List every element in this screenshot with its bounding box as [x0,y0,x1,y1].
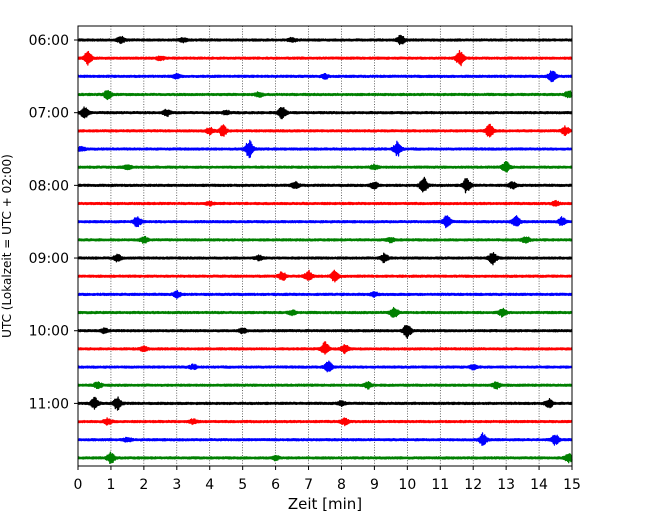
trace-1045 [77,380,573,390]
trace-0830 [77,215,573,229]
trace-1000 [77,325,573,340]
trace-0630 [77,70,573,83]
trace-0800 [77,176,573,194]
y-axis-label: UTC (Lokalzeit = UTC + 02:00) [0,154,14,338]
x-tick-label: 3 [172,477,181,493]
trace-0815 [77,199,573,207]
trace-0600 [77,34,573,46]
trace-0730 [77,139,573,159]
x-gridlines [110,26,540,466]
trace-0930 [77,289,573,299]
y-tick-label: 09:00 [29,251,69,267]
x-tick-label: 4 [205,477,214,493]
trace-1145 [77,451,573,465]
y-axis-ticks: 06:00 07:00 08:00 09:00 10:00 11:00 [29,33,78,412]
trace-1130 [77,432,573,446]
x-tick-label: 8 [337,477,346,493]
x-axis-label: Zeit [min] [288,495,362,513]
trace-0715 [77,123,573,138]
x-tick-label: 11 [431,477,449,493]
x-tick-label: 14 [530,477,548,493]
x-tick-label: 12 [464,477,482,493]
trace-0615 [77,50,573,67]
y-tick-label: 06:00 [29,33,69,49]
trace-0945 [77,306,573,318]
trace-0745 [77,160,573,173]
x-tick-label: 15 [563,477,581,493]
trace-0700 [77,106,573,120]
plot-frame [77,25,573,467]
x-tick-label: 5 [238,477,247,493]
y-tick-label: 07:00 [29,106,69,122]
x-tick-label: 0 [74,477,83,493]
trace-0845 [77,235,573,244]
y-tick-label: 08:00 [29,178,69,194]
x-tick-label: 1 [106,477,115,493]
trace-1030 [77,360,573,373]
x-tick-label: 9 [370,477,379,493]
x-tick-label: 6 [271,477,280,493]
trace-0915 [77,269,573,283]
y-tick-label: 10:00 [29,324,69,340]
trace-1115 [77,417,573,427]
x-axis-ticks: 0 1 2 3 4 5 6 7 8 9 10 11 12 13 14 15 [74,466,581,493]
x-tick-label: 10 [398,477,416,493]
trace-0645 [77,89,573,101]
x-tick-label: 2 [139,477,148,493]
x-tick-label: 7 [304,477,313,493]
trace-1015 [77,341,573,355]
y-tick-label: 11:00 [29,396,69,412]
seismic-traces [77,34,573,465]
trace-1100 [77,396,573,411]
x-tick-label: 13 [497,477,515,493]
trace-0900 [77,251,573,266]
